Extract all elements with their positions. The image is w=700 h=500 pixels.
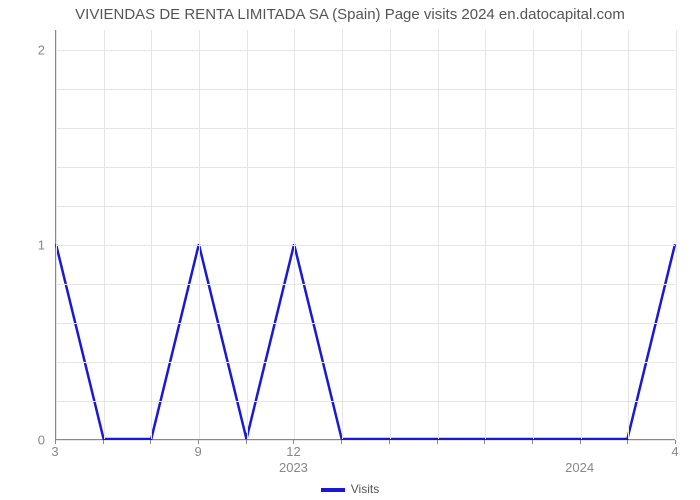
gridline-h: [56, 167, 675, 168]
gridline-h: [56, 89, 675, 90]
y-tick-label: 1: [25, 237, 45, 252]
gridline-h: [56, 50, 675, 51]
plot-area: [55, 30, 675, 440]
gridline-v: [676, 30, 677, 439]
x-tick-label: 9: [194, 444, 201, 459]
x-tick-mark: [103, 440, 104, 444]
y-tick-label: 0: [25, 433, 45, 448]
legend-swatch: [321, 488, 345, 492]
gridline-v: [581, 30, 582, 439]
x-tick-mark: [437, 440, 438, 444]
gridline-h: [56, 440, 675, 441]
gridline-v: [199, 30, 200, 439]
y-tick-label: 2: [25, 42, 45, 57]
gridline-h: [56, 128, 675, 129]
x-year-label: 2023: [279, 460, 308, 475]
gridline-h: [56, 401, 675, 402]
gridline-h: [56, 206, 675, 207]
gridline-v: [342, 30, 343, 439]
x-year-label: 2024: [565, 460, 594, 475]
gridline-v: [485, 30, 486, 439]
x-tick-mark: [150, 440, 151, 444]
gridline-v: [56, 30, 57, 439]
gridline-v: [247, 30, 248, 439]
x-tick-label: 3: [51, 444, 58, 459]
x-tick-label: 4: [671, 444, 678, 459]
visits-line: [56, 30, 675, 439]
x-tick-mark: [246, 440, 247, 444]
gridline-v: [438, 30, 439, 439]
chart-container: VIVIENDAS DE RENTA LIMITADA SA (Spain) P…: [0, 0, 700, 500]
gridline-h: [56, 245, 675, 246]
gridline-h: [56, 323, 675, 324]
legend: Visits: [0, 482, 700, 496]
x-tick-mark: [484, 440, 485, 444]
gridline-v: [294, 30, 295, 439]
gridline-v: [104, 30, 105, 439]
x-tick-mark: [580, 440, 581, 444]
gridline-h: [56, 362, 675, 363]
x-tick-label: 12: [286, 444, 300, 459]
x-tick-mark: [627, 440, 628, 444]
x-tick-mark: [341, 440, 342, 444]
legend-label: Visits: [351, 482, 379, 496]
gridline-v: [390, 30, 391, 439]
x-tick-mark: [389, 440, 390, 444]
gridline-v: [151, 30, 152, 439]
chart-title: VIVIENDAS DE RENTA LIMITADA SA (Spain) P…: [0, 6, 700, 23]
gridline-v: [533, 30, 534, 439]
gridline-v: [628, 30, 629, 439]
x-tick-mark: [532, 440, 533, 444]
gridline-h: [56, 284, 675, 285]
